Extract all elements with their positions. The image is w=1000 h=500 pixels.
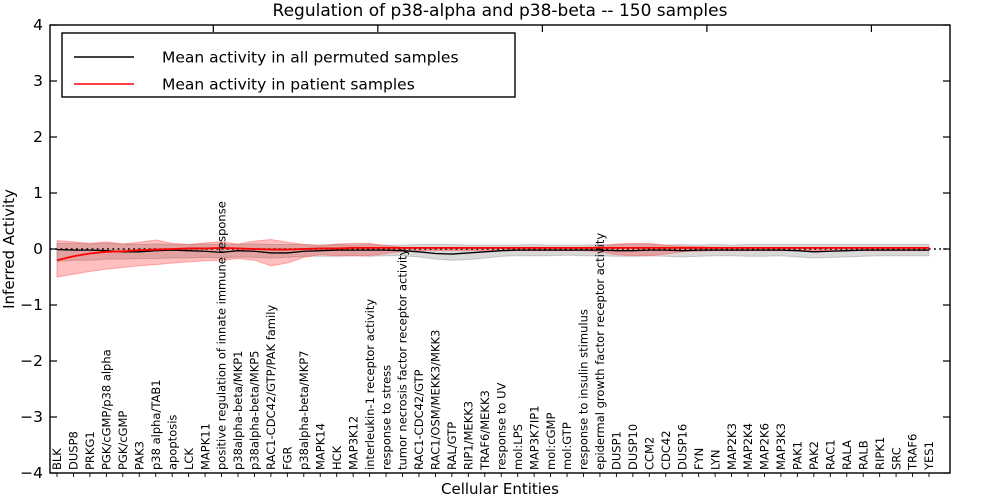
x-tick-label: HCK	[330, 445, 344, 470]
x-tick-label: MAP3K7IP1	[527, 405, 541, 470]
x-tick-label: SRC	[889, 447, 903, 470]
x-tick-label: positive regulation of innate immune res…	[215, 201, 229, 470]
x-tick-label: MAPK14	[313, 423, 327, 470]
x-tick-label: RAC1-CDC42/GTP/PAK family	[264, 305, 278, 470]
tick-labels-layer: −4 −3 −2 −1 0 1 2 3 4 BLK DUSP8 PRKG1 PGK/cGMP/p38 a…	[20, 16, 936, 482]
y-axis-label: Inferred Activity	[0, 189, 18, 309]
x-tick-label: YES1	[922, 441, 936, 471]
series-lines-layer	[56, 246, 929, 262]
x-tick-label: FYN	[692, 448, 706, 470]
x-tick-label: PGK/cGMP	[116, 411, 130, 470]
x-tick-label: PGK/cGMP/p38 alpha	[100, 349, 114, 470]
x-tick-label: RALA	[840, 440, 854, 470]
x-tick-label: DUSP16	[675, 424, 689, 470]
y-tick-label: −4	[20, 464, 43, 482]
mean-line-permuted	[56, 248, 929, 255]
x-tick-label: p38alpha-beta/MKP7	[297, 351, 311, 470]
x-tick-label: TRAF6	[906, 434, 920, 471]
x-tick-label: PAK2	[807, 441, 821, 470]
chart-title: Regulation of p38-alpha and p38-beta -- …	[273, 1, 728, 21]
x-tick-label: RIP1/MEKK3	[462, 401, 476, 470]
x-tick-label: MAP2K4	[741, 423, 755, 470]
x-axis-label: Cellular Entities	[441, 480, 559, 498]
x-tick-label: LYN	[708, 449, 722, 470]
y-tick-label: −2	[20, 352, 43, 370]
y-tick-label: 3	[33, 72, 43, 90]
x-tick-label: PRKG1	[83, 431, 97, 470]
x-tick-label: DUSP1	[610, 431, 624, 470]
y-tick-label: −1	[20, 296, 43, 314]
y-tick-label: 1	[33, 184, 43, 202]
x-tick-label: p38alpha-beta/MKP5	[248, 351, 262, 470]
mean-line-patient	[56, 246, 929, 262]
x-tick-label: RAC1-CDC42/GTP	[412, 369, 426, 470]
x-tick-label: DUSP10	[626, 424, 640, 470]
x-tick-label: response to insulin stimulus	[577, 309, 591, 470]
legend-box	[61, 32, 516, 98]
y-tick-label: −3	[20, 408, 43, 426]
x-tick-label: CCM2	[643, 437, 657, 470]
legend-label-permuted: Mean activity in all permuted samples	[162, 49, 459, 67]
x-tick-label: LCK	[182, 448, 196, 470]
y-tick-label: 2	[33, 128, 43, 146]
x-tick-label: MAP3K12	[346, 416, 360, 470]
x-tick-label: response to stress	[379, 365, 393, 470]
x-tick-label: epidermal growth factor receptor activit…	[593, 233, 607, 470]
legend-label-patient: Mean activity in patient samples	[162, 76, 415, 94]
x-tick-label: RIPK1	[873, 437, 887, 470]
plot-frame	[49, 24, 951, 474]
x-tick-label: CDC42	[659, 430, 673, 470]
legend: Mean activity in all permuted samples Me…	[61, 32, 516, 98]
y-tick-label: 4	[33, 16, 43, 34]
x-tick-label: RAC1	[823, 439, 837, 470]
x-tick-label: MAP2K3	[725, 423, 739, 470]
x-tick-label: TRAF6/MEKK3	[478, 390, 492, 471]
x-tick-label: PAK1	[791, 441, 805, 470]
x-tick-label: PAK3	[132, 441, 146, 470]
x-tick-label: BLK	[50, 448, 64, 470]
x-tick-label: tumor necrosis factor receptor activity	[396, 248, 410, 470]
x-tick-label: mol:LPS	[511, 424, 525, 470]
x-tick-label: MAP3K3	[774, 423, 788, 470]
x-tick-label: RALB	[856, 440, 870, 470]
x-tick-label: response to UV	[494, 382, 508, 470]
y-tick-label: 0	[33, 240, 43, 258]
x-tick-label: FGR	[281, 446, 295, 470]
x-tick-label: mol:GTP	[560, 422, 574, 470]
x-tick-label: p38 alpha/TAB1	[149, 379, 163, 470]
x-tick-label: p38alpha-beta/MKP1	[231, 351, 245, 470]
x-tick-label: RAC1/OSM/MEKK3/MKK3	[429, 330, 443, 470]
confidence-bands-layer	[56, 238, 930, 278]
x-tick-label: mol:cGMP	[544, 413, 558, 470]
x-tick-label: MAP2K6	[758, 423, 772, 470]
x-tick-label: DUSP8	[67, 431, 81, 470]
x-tick-label: RAL/GTP	[445, 422, 459, 470]
x-tick-label: apoptosis	[165, 415, 179, 470]
x-tick-label: interleukin-1 receptor activity	[363, 299, 377, 470]
x-tick-label: MAPK11	[198, 423, 212, 470]
